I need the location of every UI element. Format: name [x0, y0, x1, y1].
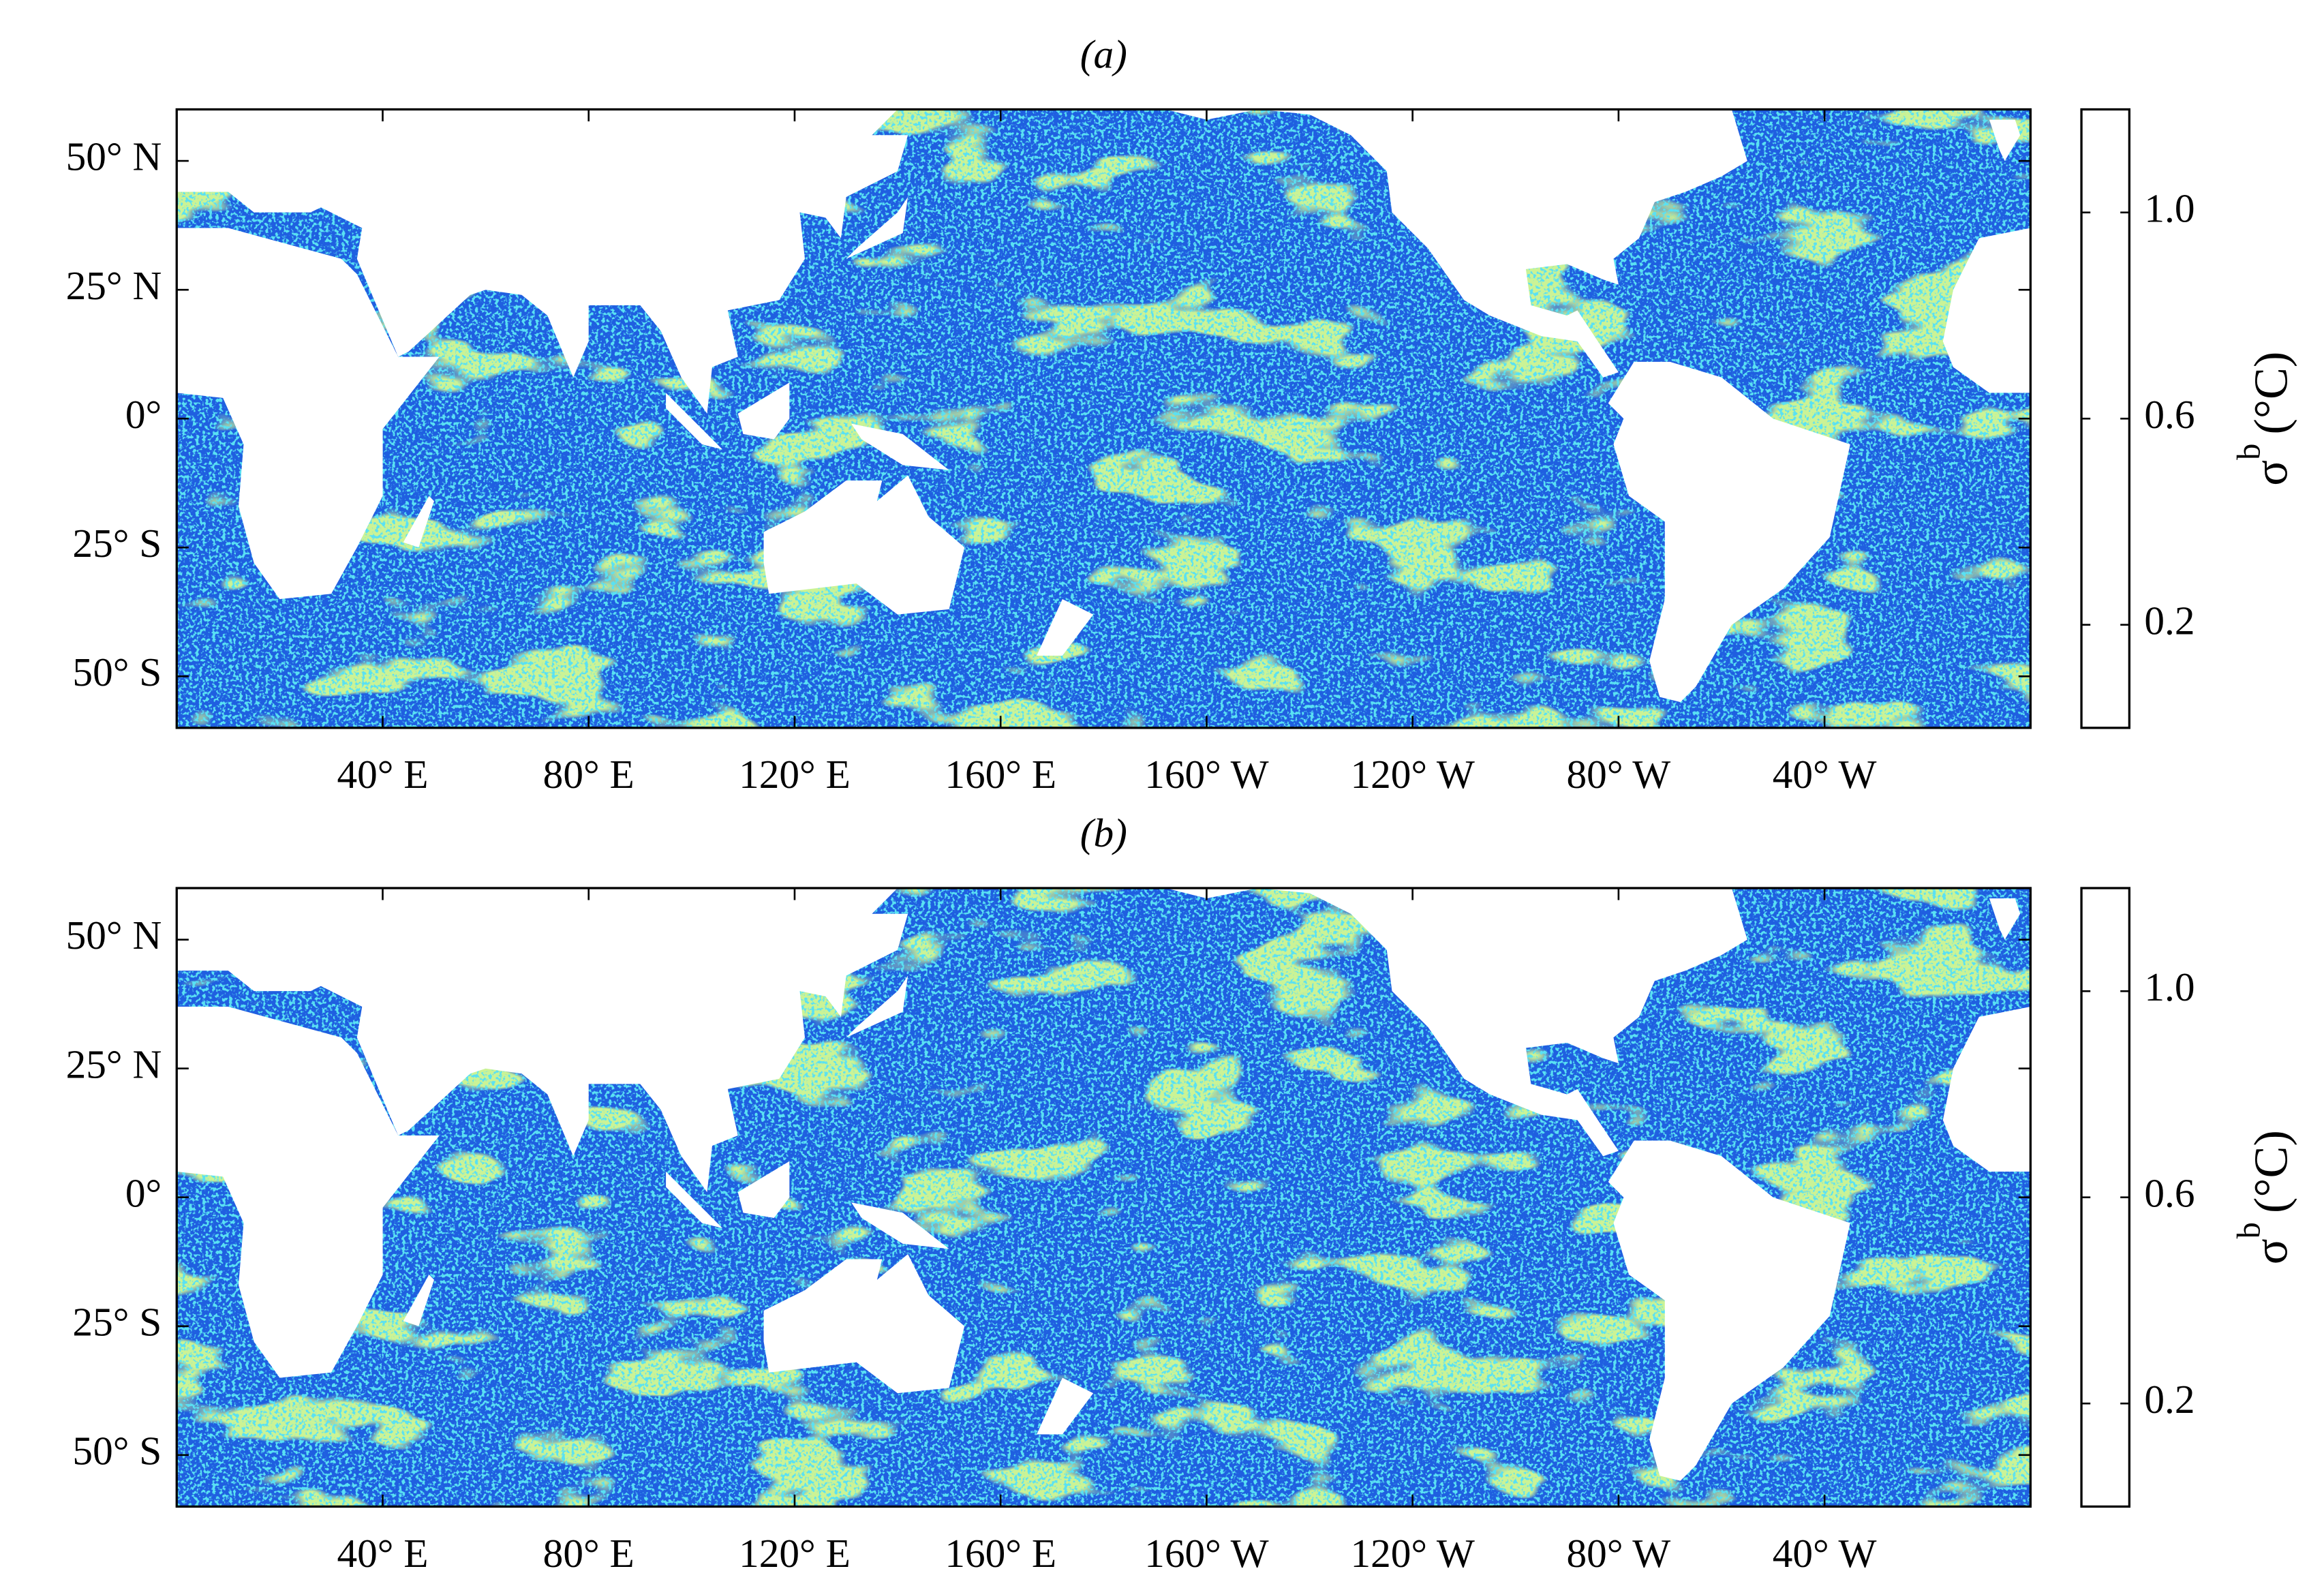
land	[1165, 888, 1747, 1157]
colorbar-label: σb (°C)	[2231, 352, 2298, 486]
land	[851, 1202, 949, 1249]
land	[1037, 598, 1094, 656]
colorbar-tick-label: 0.2	[2144, 1377, 2195, 1422]
colorbar-label: σb (°C)	[2231, 1130, 2298, 1264]
land	[177, 109, 908, 414]
land	[403, 1275, 434, 1326]
land	[1942, 1007, 2031, 1172]
y-tick-label: 0°	[125, 1170, 162, 1215]
y-tick-label: 50° S	[72, 1428, 162, 1473]
y-tick-label: 25° S	[72, 1299, 162, 1344]
land	[846, 975, 908, 1038]
y-tick-label: 50° N	[66, 913, 162, 958]
y-tick-label: 50° N	[66, 134, 162, 179]
land	[1942, 228, 2031, 393]
y-tick-label: 25° N	[66, 1041, 162, 1086]
x-tick-label: 160° W	[1144, 752, 1268, 797]
land	[737, 1161, 790, 1219]
panel-title: (b)	[1080, 810, 1127, 855]
land	[1037, 1377, 1094, 1435]
x-tick-label: 40° W	[1773, 1531, 1877, 1576]
land	[763, 1254, 965, 1394]
x-tick-label: 40° W	[1773, 752, 1877, 797]
x-tick-label: 40° E	[337, 1531, 428, 1576]
land	[846, 197, 908, 259]
y-tick-label: 50° S	[72, 650, 162, 695]
land	[1608, 1140, 1850, 1481]
land	[737, 382, 790, 440]
x-tick-label: 40° E	[337, 752, 428, 797]
colorbar-tick-label: 1.0	[2144, 964, 2195, 1009]
land	[1989, 898, 2021, 940]
colorbar-label-symbol: σ	[2245, 460, 2298, 486]
x-tick-label: 120° E	[739, 1531, 851, 1576]
colorbar-tick-label: 1.0	[2144, 185, 2195, 230]
x-tick-label: 80° W	[1567, 1531, 1671, 1576]
land	[763, 475, 965, 615]
x-tick-label: 120° W	[1350, 752, 1474, 797]
map-panel: (b) 40° E 80° E 120° E 160° E 160° W 120° W 80°…	[66, 810, 2298, 1576]
y-tick-label: 25° N	[66, 263, 162, 308]
land	[851, 423, 949, 470]
panel-title: (a)	[1080, 31, 1127, 76]
map-panel: (a) 40° E 80° E 120° E 160° E 160° W 120° W 80°…	[66, 31, 2298, 797]
colorbar-tick-label: 0.6	[2144, 1170, 2195, 1215]
colorbar-label-superscript: b	[2231, 1222, 2267, 1238]
sst-field	[177, 888, 2031, 1507]
colorbar-tick-label: 0.2	[2144, 598, 2195, 643]
colorbar-label-unit: (°C)	[2245, 352, 2298, 435]
y-tick-label: 25° S	[72, 521, 162, 566]
x-tick-label: 80° W	[1567, 752, 1671, 797]
land	[1608, 361, 1850, 703]
x-tick-label: 80° E	[543, 1531, 634, 1576]
sst-field	[177, 109, 2031, 728]
y-tick-label: 0°	[125, 392, 162, 437]
land	[177, 1007, 440, 1378]
land	[1989, 119, 2021, 162]
land	[1165, 109, 1747, 378]
x-tick-label: 160° W	[1144, 1531, 1268, 1576]
x-tick-label: 120° E	[739, 752, 851, 797]
colorbar-label-superscript: b	[2231, 444, 2267, 460]
colorbar-label-symbol: σ	[2245, 1238, 2298, 1264]
x-tick-label: 160° E	[945, 752, 1056, 797]
colorbar-label-unit: (°C)	[2245, 1130, 2298, 1213]
land	[177, 888, 908, 1193]
land	[177, 228, 440, 599]
land	[403, 495, 434, 548]
colorbar-tick-label: 0.6	[2144, 392, 2195, 437]
x-tick-label: 80° E	[543, 752, 634, 797]
x-tick-label: 120° W	[1350, 1531, 1474, 1576]
x-tick-label: 160° E	[945, 1531, 1056, 1576]
